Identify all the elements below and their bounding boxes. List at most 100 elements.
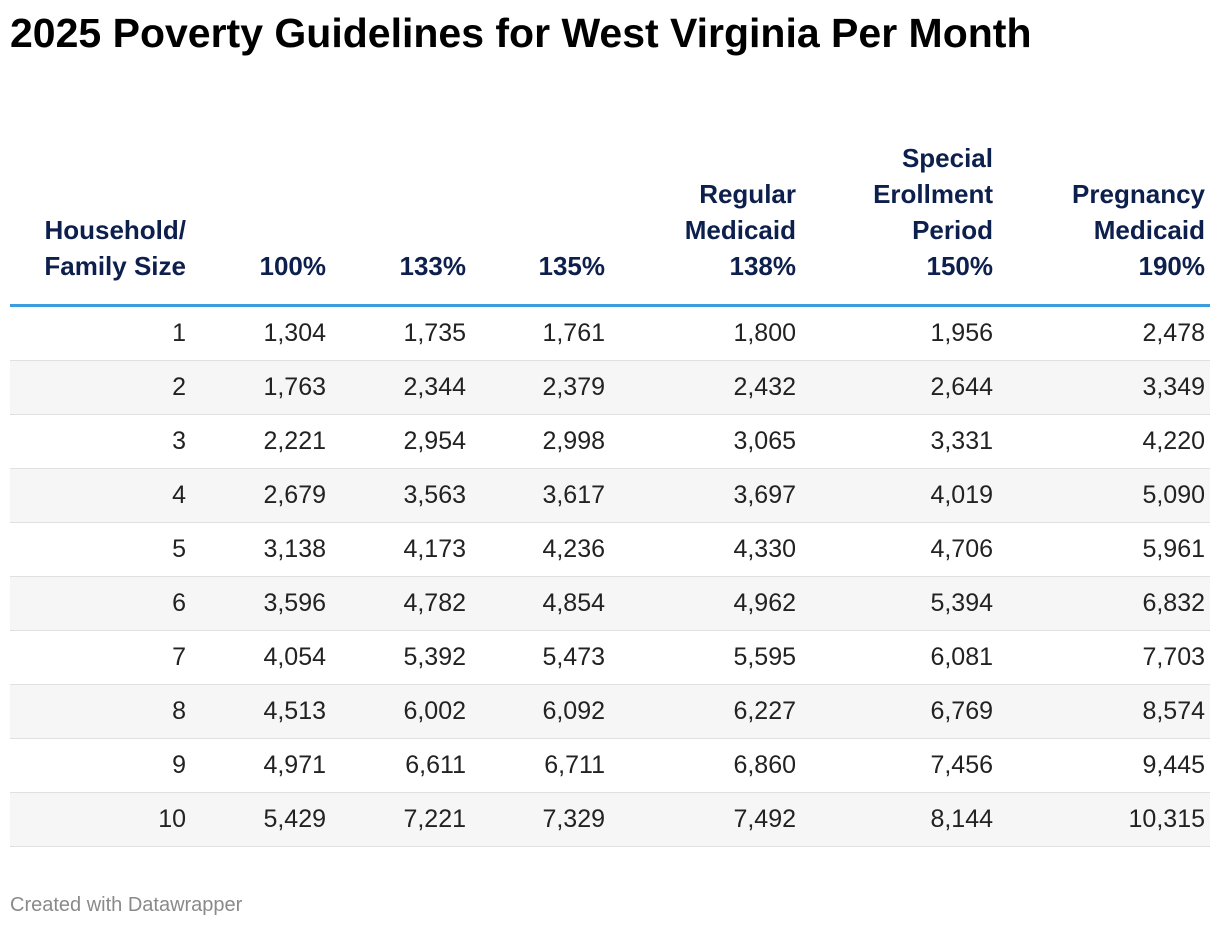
income-cell: 1,735 <box>331 305 471 361</box>
income-cell: 5,473 <box>471 630 610 685</box>
household-size-cell: 2 <box>10 360 191 415</box>
header-line: Medicaid <box>684 215 796 245</box>
income-cell: 4,962 <box>610 576 801 631</box>
header-line: 150% <box>926 251 994 281</box>
income-cell: 3,331 <box>801 414 998 469</box>
income-cell: 8,144 <box>801 792 998 847</box>
income-cell: 4,706 <box>801 522 998 577</box>
income-cell: 7,329 <box>471 792 610 847</box>
income-cell: 5,090 <box>998 468 1210 523</box>
header-line: Erollment <box>873 179 993 209</box>
income-cell: 3,697 <box>610 468 801 523</box>
income-cell: 5,961 <box>998 522 1210 577</box>
header-row: Household/Family Size 100% 133% 135% Regular… <box>10 140 1210 307</box>
income-cell: 8,574 <box>998 684 1210 739</box>
income-cell: 2,379 <box>471 360 610 415</box>
column-header: 135% <box>471 140 610 307</box>
income-cell: 6,092 <box>471 684 610 739</box>
income-cell: 1,304 <box>191 305 331 361</box>
household-size-cell: 7 <box>10 630 191 685</box>
income-cell: 2,679 <box>191 468 331 523</box>
table-row: 8 4,513 6,002 6,092 6,227 6,769 8,574 <box>10 684 1210 739</box>
header-line: Period <box>912 215 993 245</box>
household-size-cell: 10 <box>10 792 191 847</box>
header-line: Household/ <box>44 215 186 245</box>
table-row: 6 3,596 4,782 4,854 4,962 5,394 6,832 <box>10 576 1210 631</box>
income-cell: 6,832 <box>998 576 1210 631</box>
income-cell: 7,456 <box>801 738 998 793</box>
income-cell: 3,563 <box>331 468 471 523</box>
income-cell: 5,392 <box>331 630 471 685</box>
header-line: 138% <box>729 251 797 281</box>
column-header: 133% <box>331 140 471 307</box>
income-cell: 5,429 <box>191 792 331 847</box>
column-header: Household/Family Size <box>10 140 191 307</box>
income-cell: 4,782 <box>331 576 471 631</box>
column-header: 100% <box>191 140 331 307</box>
table-row: 7 4,054 5,392 5,473 5,595 6,081 7,703 <box>10 630 1210 685</box>
household-size-cell: 4 <box>10 468 191 523</box>
column-header: Special Erollment Period 150% <box>801 140 998 307</box>
income-cell: 2,221 <box>191 414 331 469</box>
income-cell: 3,596 <box>191 576 331 631</box>
household-size-cell: 9 <box>10 738 191 793</box>
income-cell: 2,344 <box>331 360 471 415</box>
income-cell: 2,954 <box>331 414 471 469</box>
income-cell: 6,769 <box>801 684 998 739</box>
income-cell: 6,002 <box>331 684 471 739</box>
income-cell: 3,138 <box>191 522 331 577</box>
table-row: 2 1,763 2,344 2,379 2,432 2,644 3,349 <box>10 360 1210 415</box>
income-cell: 4,019 <box>801 468 998 523</box>
table-row: 10 5,429 7,221 7,329 7,492 8,144 10,315 <box>10 792 1210 847</box>
income-cell: 2,432 <box>610 360 801 415</box>
income-cell: 1,761 <box>471 305 610 361</box>
household-size-cell: 6 <box>10 576 191 631</box>
income-cell: 6,227 <box>610 684 801 739</box>
income-cell: 10,315 <box>998 792 1210 847</box>
income-cell: 1,956 <box>801 305 998 361</box>
income-cell: 4,054 <box>191 630 331 685</box>
header-line: Family Size <box>44 251 186 281</box>
income-cell: 4,854 <box>471 576 610 631</box>
income-cell: 7,221 <box>331 792 471 847</box>
income-cell: 9,445 <box>998 738 1210 793</box>
household-size-cell: 8 <box>10 684 191 739</box>
header-line: 100% <box>259 251 327 281</box>
income-cell: 5,394 <box>801 576 998 631</box>
income-cell: 4,330 <box>610 522 801 577</box>
income-cell: 1,763 <box>191 360 331 415</box>
table-row: 5 3,138 4,173 4,236 4,330 4,706 5,961 <box>10 522 1210 577</box>
header-line: Medicaid <box>1093 215 1205 245</box>
income-cell: 3,349 <box>998 360 1210 415</box>
table-row: 4 2,679 3,563 3,617 3,697 4,019 5,090 <box>10 468 1210 523</box>
income-cell: 6,711 <box>471 738 610 793</box>
footer: Created with Datawrapper <box>10 894 243 916</box>
income-cell: 3,617 <box>471 468 610 523</box>
table-row: 9 4,971 6,611 6,711 6,860 7,456 9,445 <box>10 738 1210 793</box>
household-size-cell: 5 <box>10 522 191 577</box>
income-cell: 2,998 <box>471 414 610 469</box>
income-cell: 1,800 <box>610 305 801 361</box>
income-cell: 6,611 <box>331 738 471 793</box>
header-line: 133% <box>399 251 467 281</box>
table-body: 1 1,304 1,735 1,761 1,800 1,956 2,478 2 1,763 2,3… <box>10 305 1210 847</box>
income-cell: 4,971 <box>191 738 331 793</box>
income-cell: 4,220 <box>998 414 1210 469</box>
income-cell: 5,595 <box>610 630 801 685</box>
income-cell: 4,173 <box>331 522 471 577</box>
household-size-cell: 3 <box>10 414 191 469</box>
income-cell: 6,860 <box>610 738 801 793</box>
household-size-cell: 1 <box>10 305 191 361</box>
header-line: 190% <box>1138 251 1206 281</box>
income-cell: 7,492 <box>610 792 801 847</box>
table-row: 3 2,221 2,954 2,998 3,065 3,331 4,220 <box>10 414 1210 469</box>
table-row: 1 1,304 1,735 1,761 1,800 1,956 2,478 <box>10 305 1210 361</box>
column-header: Regular Medicaid 138% <box>610 140 801 307</box>
income-cell: 3,065 <box>610 414 801 469</box>
income-cell: 4,513 <box>191 684 331 739</box>
income-cell: 7,703 <box>998 630 1210 685</box>
header-line: Regular <box>699 179 796 209</box>
income-cell: 6,081 <box>801 630 998 685</box>
income-cell: 4,236 <box>471 522 610 577</box>
